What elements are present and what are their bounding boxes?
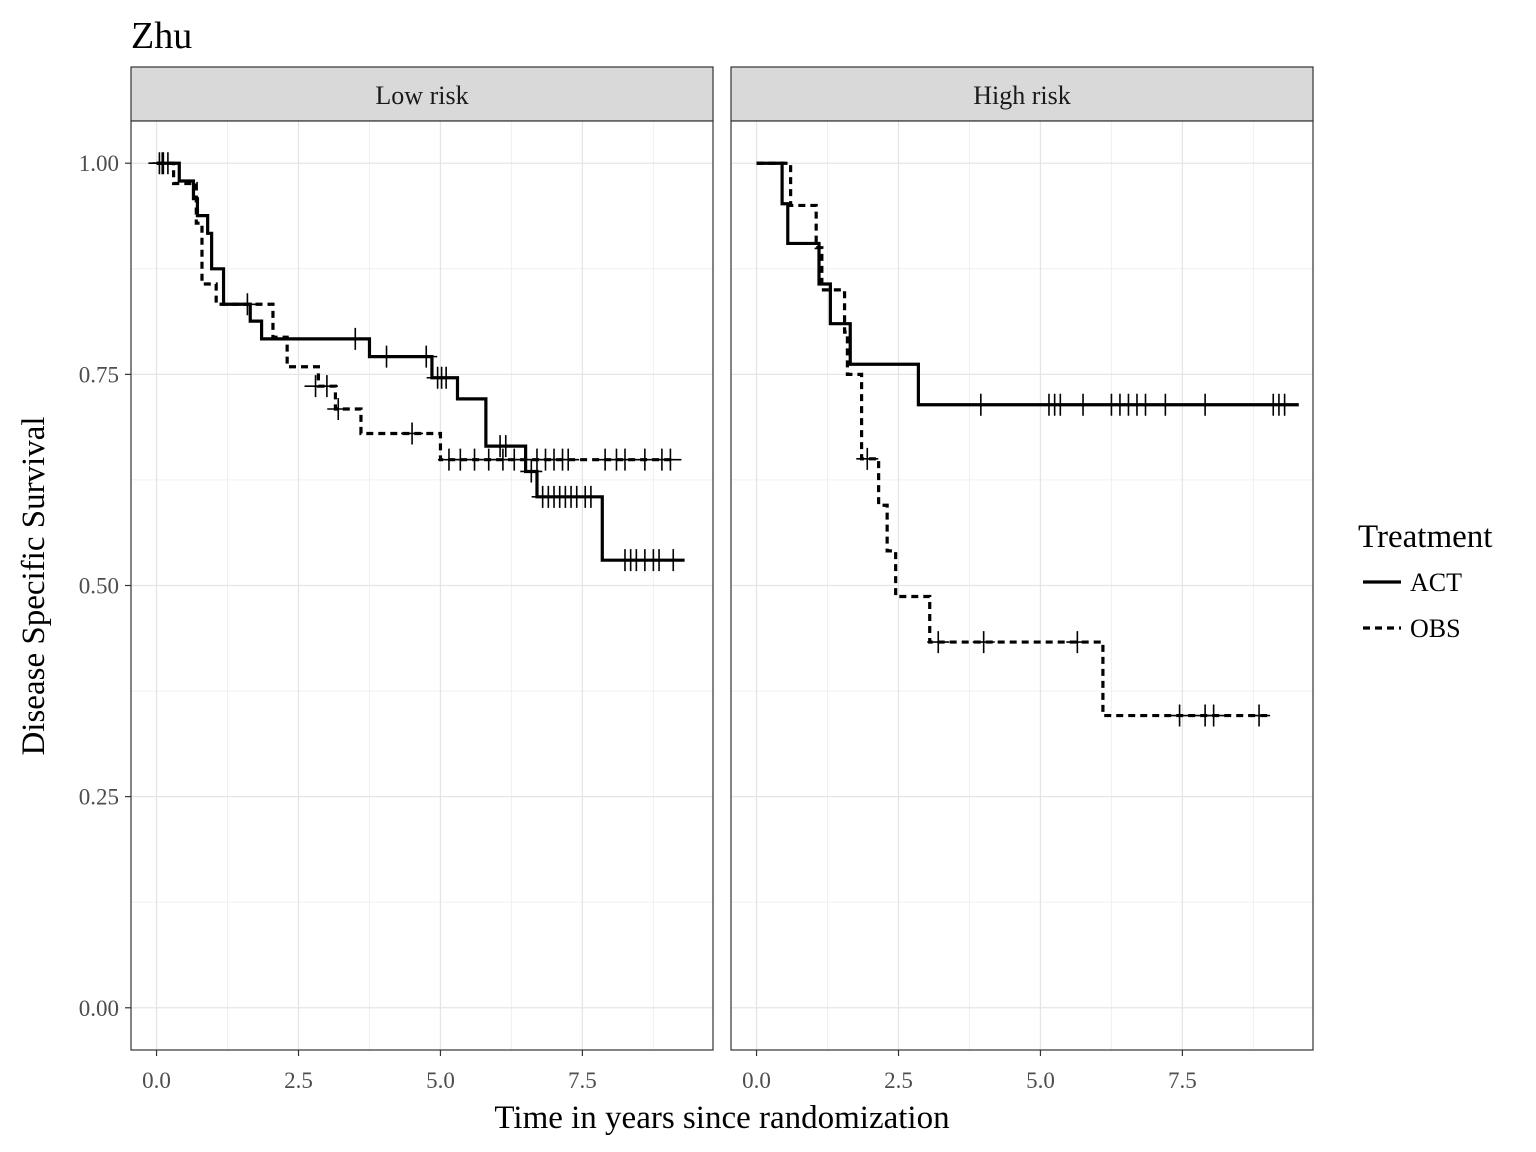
panel-border-high-risk: [730, 120, 1314, 1051]
y-axis: 0.00 0.25 0.50 0.75 1.00: [79, 151, 131, 1021]
legend-label-obs: OBS: [1410, 614, 1461, 643]
y-tick-label: 0.50: [79, 574, 119, 599]
strip-label-low-risk: Low risk: [375, 81, 468, 110]
censor-mark-act: [494, 435, 517, 458]
censor-mark-act: [1134, 393, 1157, 416]
censor-mark-obs: [327, 397, 350, 420]
censor-mark-act: [1072, 393, 1095, 416]
panel-high-risk: High risk 0.0 2.5 5.0 7.5: [730, 66, 1314, 1093]
strip-low-risk: [130, 66, 714, 122]
x-axis-title: Time in years since randomization: [494, 1100, 949, 1136]
curve-obs: [756, 161, 1268, 718]
chart-title: Zhu: [131, 15, 192, 57]
censor-mark-act: [236, 293, 259, 316]
censor-mark-act: [415, 345, 438, 368]
censor-marks-high-risk: [856, 393, 1296, 727]
censor-mark-act: [375, 345, 398, 368]
curve-act: [756, 161, 1299, 407]
censor-mark-act: [579, 485, 602, 508]
x-tick-label: 7.5: [1168, 1068, 1197, 1093]
censor-mark-obs: [1066, 631, 1089, 654]
censor-mark-act: [1194, 393, 1217, 416]
censor-mark-act: [344, 327, 367, 350]
censor-mark-obs: [927, 631, 950, 654]
y-axis-title: Disease Specific Survival: [16, 416, 52, 755]
legend-title: Treatment: [1358, 519, 1492, 555]
panel-low-risk: Low risk 0.0 2.5 5.0 7.5: [130, 66, 714, 1093]
censor-mark-obs: [315, 375, 338, 398]
legend: Treatment ACT OBS: [1358, 519, 1492, 643]
x-tick-label: 5.0: [1026, 1068, 1055, 1093]
censor-mark-act: [520, 460, 543, 483]
censor-mark-act: [1049, 393, 1072, 416]
grid-high-risk: [731, 121, 1313, 1050]
x-tick-label: 7.5: [568, 1068, 597, 1093]
x-axis-high-risk: 0.0 2.5 5.0 7.5: [742, 1050, 1197, 1093]
censor-mark-obs: [613, 448, 636, 471]
x-tick-label: 2.5: [884, 1068, 913, 1093]
censor-mark-act: [1154, 393, 1177, 416]
strip-label-high-risk: High risk: [973, 81, 1071, 110]
x-tick-label: 2.5: [284, 1068, 313, 1093]
x-tick-label: 0.0: [742, 1068, 771, 1093]
y-tick-label: 0.25: [79, 785, 119, 810]
censor-mark-obs: [972, 631, 995, 654]
grid-low-risk: [131, 121, 713, 1050]
censor-mark-act: [969, 393, 992, 416]
censor-mark-obs: [1168, 704, 1191, 727]
strip-high-risk: [730, 66, 1314, 122]
censor-mark-obs: [856, 447, 879, 470]
censor-mark-obs: [401, 422, 424, 445]
y-tick-label: 0.75: [79, 362, 119, 387]
legend-label-act: ACT: [1410, 568, 1462, 597]
censor-mark-obs: [659, 448, 682, 471]
y-tick-label: 1.00: [79, 151, 119, 176]
censor-mark-act: [435, 366, 458, 389]
censor-mark-act: [662, 549, 685, 572]
censor-mark-obs: [151, 152, 174, 175]
censor-mark-obs: [1248, 704, 1271, 727]
x-tick-label: 0.0: [142, 1068, 171, 1093]
curves-high-risk: [756, 161, 1299, 718]
curve-obs: [156, 161, 677, 462]
y-tick-label: 0.00: [79, 996, 119, 1021]
censor-marks-low-risk: [148, 152, 685, 572]
x-axis-low-risk: 0.0 2.5 5.0 7.5: [142, 1050, 597, 1093]
x-tick-label: 5.0: [426, 1068, 455, 1093]
censor-mark-obs: [1202, 704, 1225, 727]
censor-mark-act: [1273, 393, 1296, 416]
censor-mark-obs: [557, 448, 580, 471]
